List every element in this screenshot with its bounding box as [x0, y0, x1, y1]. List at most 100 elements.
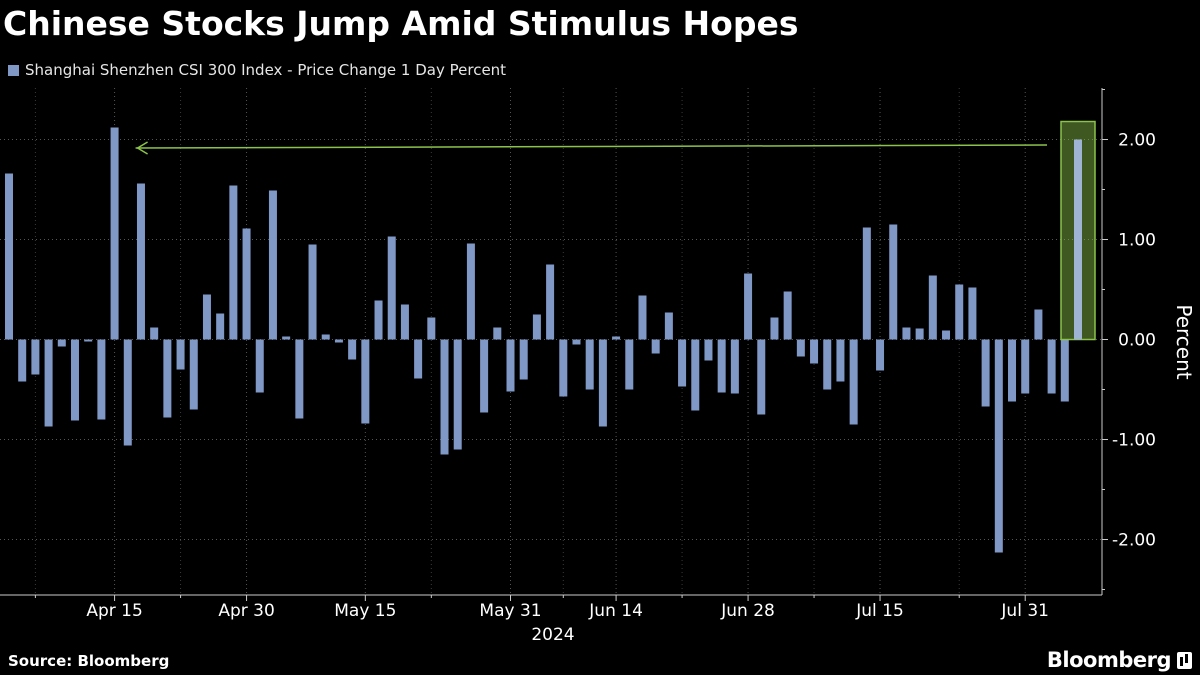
chart-bar: [282, 336, 291, 340]
chart-bar: [308, 244, 317, 340]
chart-bar: [612, 336, 621, 340]
chart-bar: [295, 339, 304, 419]
x-tick-label: Jun 28: [720, 601, 775, 621]
chart-bar: [427, 317, 436, 340]
source-note: Source: Bloomberg: [8, 652, 170, 670]
y-axis-title: Percent: [1172, 304, 1196, 379]
x-year-label: 2024: [531, 625, 574, 645]
chart-bar: [414, 339, 423, 379]
chart-bar: [651, 339, 660, 354]
chart-bar: [876, 339, 885, 371]
x-tick-label: Jul 31: [1000, 601, 1049, 621]
chart-bar: [189, 339, 198, 410]
y-tick-label: 0.00: [1118, 331, 1156, 351]
chart-bar: [730, 339, 739, 394]
chart-bar: [981, 339, 990, 407]
chart-bar: [915, 328, 924, 340]
chart-bar: [70, 339, 79, 421]
x-tick-label: Jun 14: [588, 601, 643, 621]
chart-bar: [229, 185, 238, 340]
chart-bar: [1060, 339, 1069, 402]
chart-bar: [572, 339, 581, 345]
chart-bar: [57, 339, 66, 347]
chart-bar: [942, 330, 951, 340]
chart-bar: [546, 264, 555, 340]
chart-bar: [361, 339, 370, 424]
chart-bar: [1008, 339, 1017, 402]
chart-bar: [598, 339, 607, 427]
chart-bar: [176, 339, 185, 370]
chart-bar: [84, 339, 93, 342]
chart-bar: [691, 339, 700, 411]
chart-bar: [625, 339, 634, 390]
legend: Shanghai Shenzhen CSI 300 Index - Price …: [8, 61, 506, 79]
legend-swatch: [8, 64, 19, 76]
chart-bar: [849, 339, 858, 425]
chart-bar: [1034, 309, 1043, 340]
chart-bar: [216, 313, 225, 340]
x-tick-label: Apr 15: [86, 601, 142, 621]
chart-bar: [664, 312, 673, 340]
chart-bar: [321, 334, 330, 340]
annotation-arrowhead: [136, 141, 148, 155]
y-tick-label: 1.00: [1118, 231, 1156, 251]
chart-bar: [493, 327, 502, 340]
chart-bar: [202, 294, 211, 340]
chart-bar: [796, 339, 805, 357]
x-tick-label: May 31: [479, 601, 541, 621]
x-tick-label: Apr 30: [218, 601, 274, 621]
chart-bar: [506, 339, 515, 392]
chart-bar: [163, 339, 172, 418]
chart-bar: [466, 243, 475, 340]
chart-bar: [334, 339, 343, 343]
annotation-arrow-line: [135, 144, 1048, 149]
chart-bar: [387, 236, 396, 340]
chart-bar: [638, 295, 647, 340]
chart-bar: [770, 317, 779, 340]
brand-name: Bloomberg: [1046, 648, 1172, 672]
y-tick-label: -1.00: [1112, 431, 1156, 451]
y-tick-label: 2.00: [1118, 131, 1156, 151]
chart-bar: [97, 339, 106, 420]
chart-bar: [889, 224, 898, 340]
chart-bar: [440, 339, 449, 455]
chart-bar: [5, 173, 13, 340]
chart-bar: [757, 339, 766, 415]
chart-bar: [968, 287, 977, 340]
brand: Bloomberg: [1047, 648, 1192, 672]
chart-bar: [453, 339, 462, 450]
chart-bar: [783, 291, 792, 340]
chart-bar: [559, 339, 568, 397]
chart-bar: [31, 339, 40, 375]
chart-bar: [136, 183, 145, 340]
chart-bar: [480, 339, 489, 413]
chart-bar: [928, 275, 937, 340]
chart-bar: [18, 339, 27, 382]
chart-bar: [519, 339, 528, 380]
chart-bar: [348, 339, 357, 360]
highlighted-bar: [1074, 139, 1082, 340]
chart-bar: [374, 300, 383, 340]
chart-bar: [268, 190, 277, 340]
chart-bar: [400, 304, 409, 340]
chart-bar: [823, 339, 832, 390]
chart-bar: [704, 339, 713, 361]
chart-bar: [810, 339, 819, 364]
chart-bar: [585, 339, 594, 390]
chart-bar: [532, 314, 541, 340]
x-tick-label: May 15: [334, 601, 396, 621]
chart-bar: [1047, 339, 1056, 394]
chart-bar: [744, 273, 753, 340]
chart-bar: [902, 327, 911, 340]
chart-bar: [150, 327, 159, 340]
chart-bar: [1021, 339, 1030, 394]
chart-bar: [242, 228, 251, 340]
legend-label: Shanghai Shenzhen CSI 300 Index - Price …: [25, 61, 507, 79]
chart-bar: [255, 339, 264, 393]
chart-bar: [836, 339, 845, 382]
chart-bar: [862, 227, 871, 340]
chart-bar: [717, 339, 726, 393]
chart-bar: [123, 339, 132, 446]
chart-bar: [110, 127, 119, 340]
